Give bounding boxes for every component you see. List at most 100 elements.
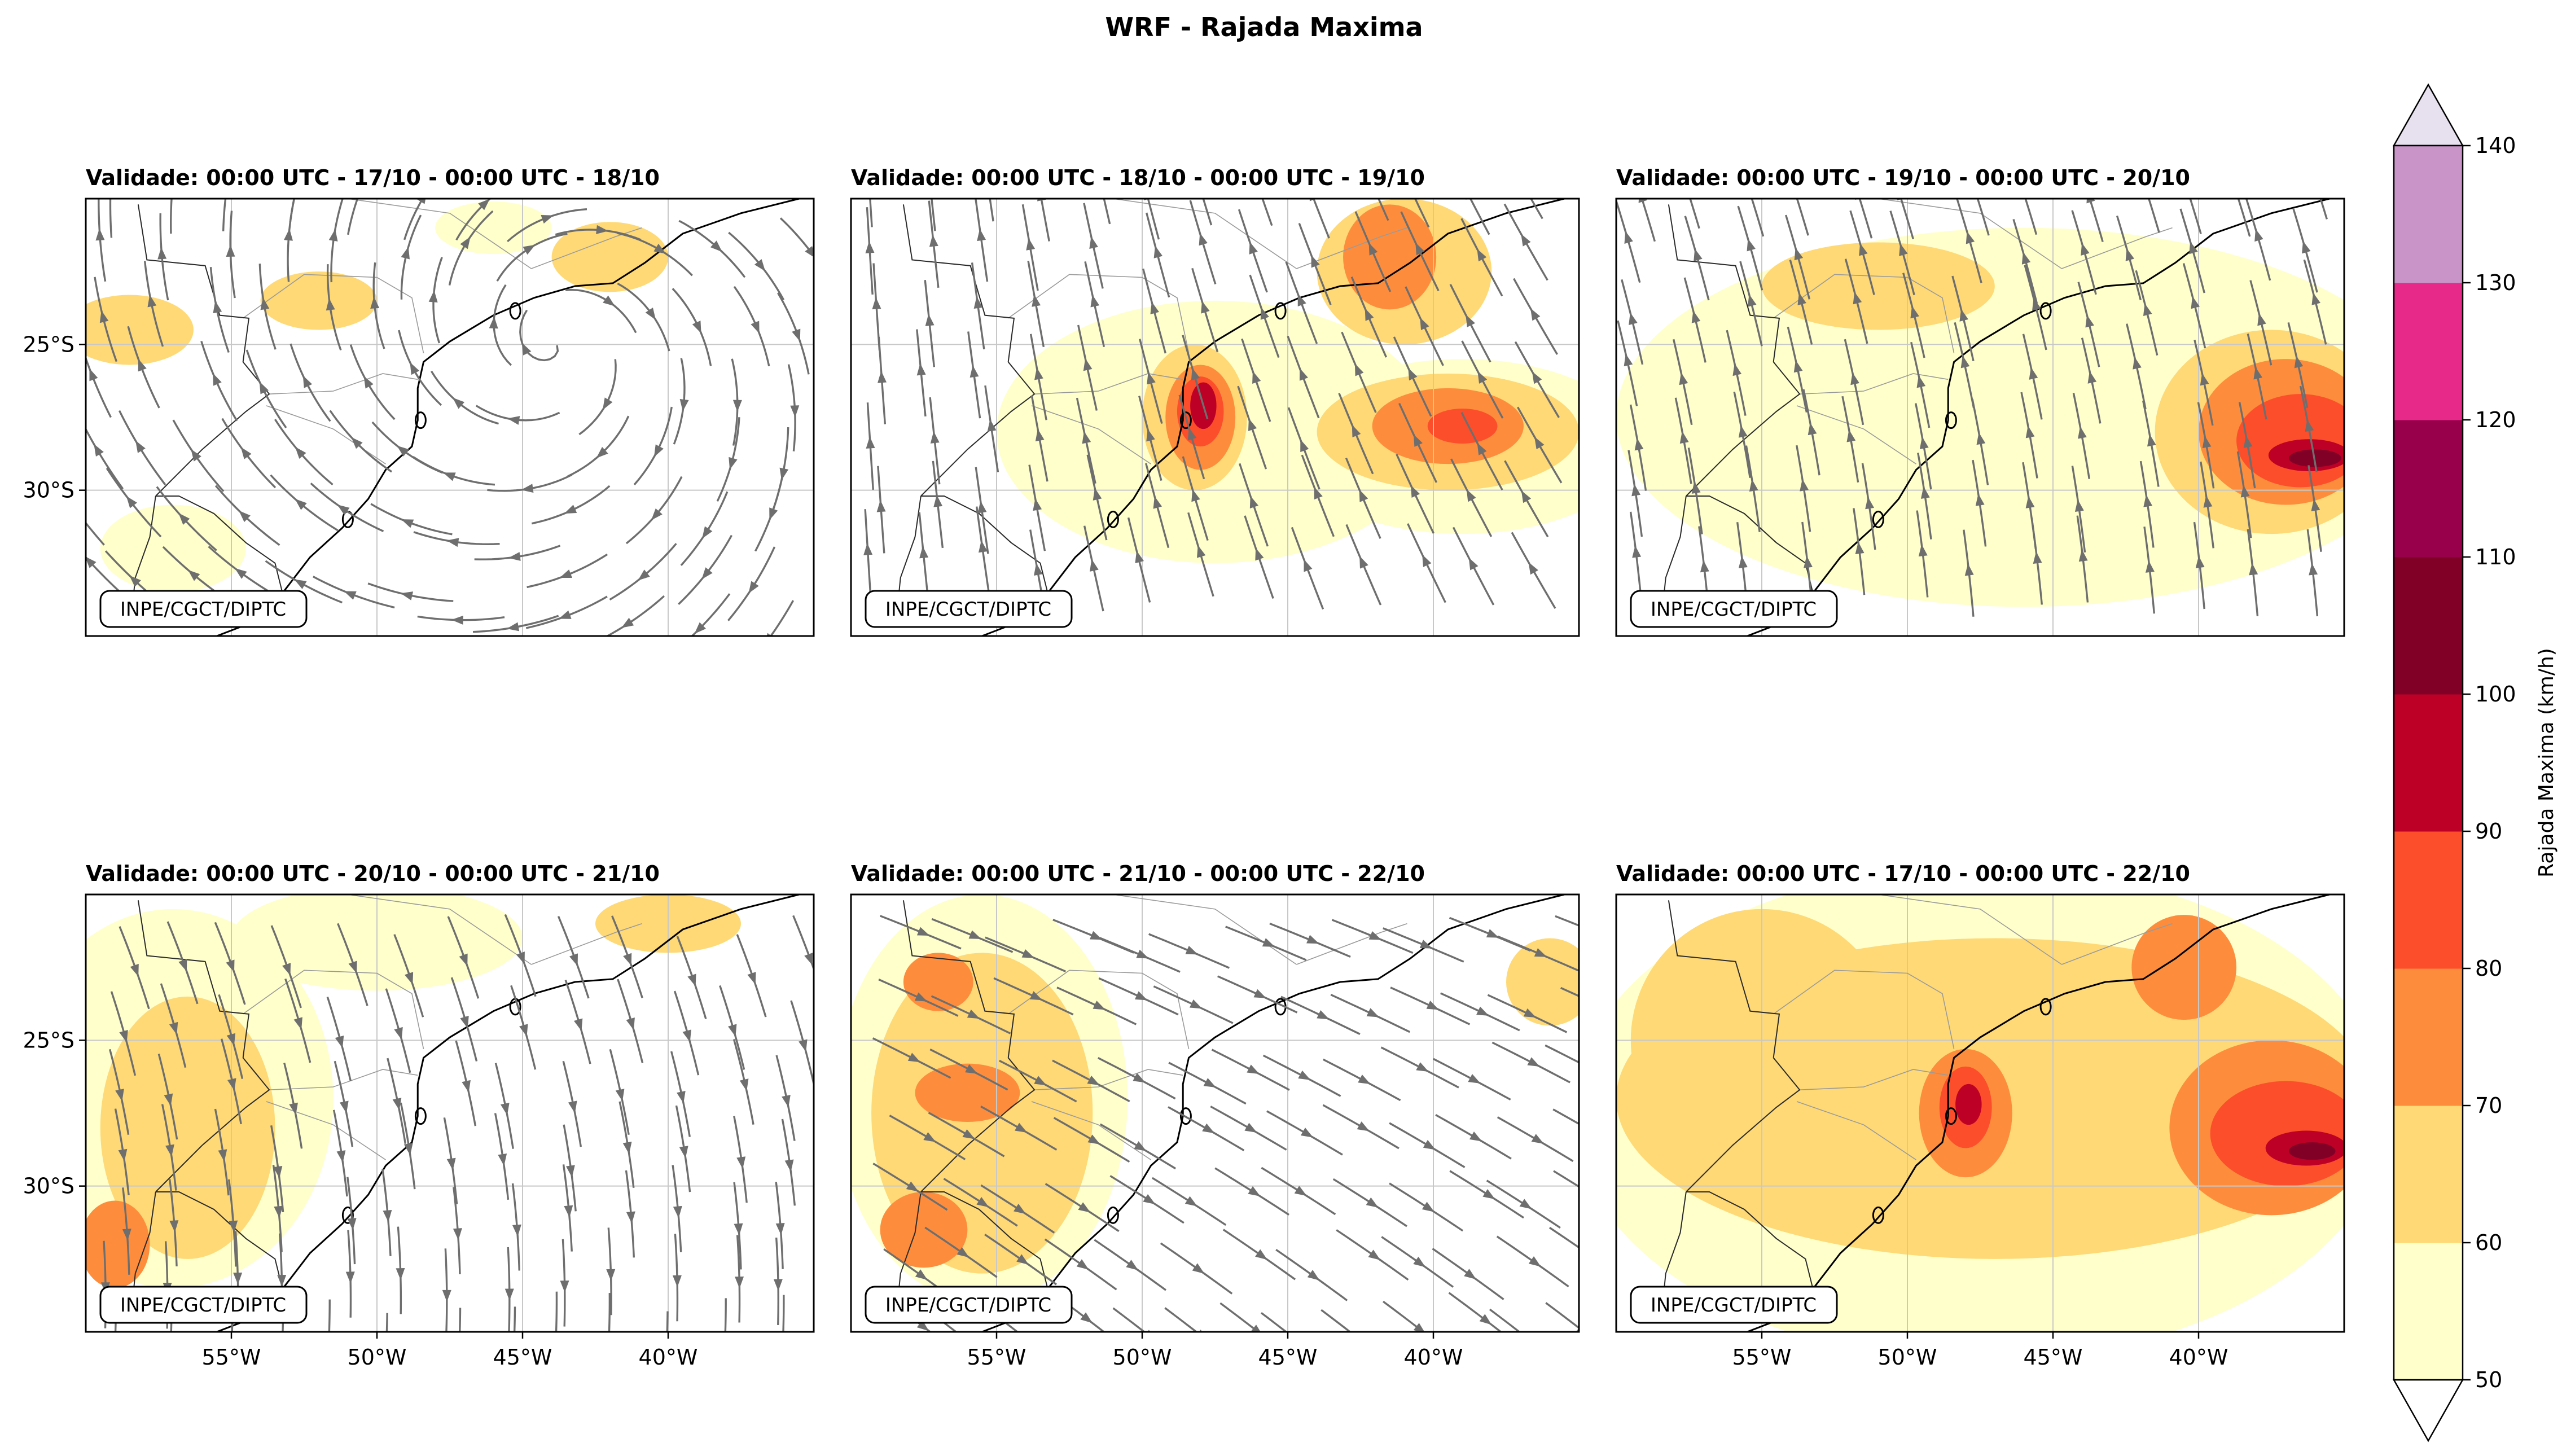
island	[1872, 510, 1884, 528]
streamline-arrow	[1794, 247, 1804, 261]
streamline-arrow	[226, 244, 235, 257]
streamline	[1414, 199, 1430, 228]
map-area	[851, 199, 1579, 636]
panel-title: Validade: 00:00 UTC - 17/10 - 00:00 UTC …	[1616, 861, 2190, 886]
gust-contour	[1506, 938, 1579, 1026]
map-area	[86, 894, 814, 1332]
streamline-arrow	[1479, 1314, 1492, 1325]
streamline-arrow	[129, 575, 141, 587]
streamline-arrow	[782, 1095, 791, 1108]
streamline-arrow	[122, 1229, 131, 1241]
country-border	[902, 900, 1015, 1058]
streamline-arrow	[295, 446, 306, 459]
streamline-arrow	[1034, 367, 1043, 380]
panels-group: Validade: 00:00 UTC - 17/10 - 00:00 UTC …	[23, 165, 2345, 1370]
streamline-arrow	[191, 449, 201, 462]
watermark-badge: INPE/CGCT/DIPTC	[99, 1286, 308, 1324]
watermark-text: INPE/CGCT/DIPTC	[1651, 598, 1817, 621]
streamline-arrow	[1191, 489, 1200, 502]
streamline-arrow	[1087, 1076, 1100, 1085]
state-border	[1796, 405, 1916, 464]
streamline-arrow	[1855, 542, 1865, 554]
streamline-arrow	[1850, 372, 1859, 385]
gust-contour	[1427, 409, 1498, 444]
streamline-arrow	[626, 1211, 635, 1224]
streamline-arrow	[1035, 429, 1045, 442]
streamline-arrow	[164, 1093, 173, 1106]
streamline-arrow	[1918, 544, 1928, 557]
streamline-arrow	[240, 447, 252, 459]
streamline	[2024, 199, 2038, 235]
island	[1274, 302, 1287, 320]
streamline-arrow	[1679, 372, 1688, 385]
streamline	[109, 199, 113, 238]
streamline-arrow	[694, 622, 707, 634]
state-border	[266, 405, 386, 464]
state-border	[1296, 227, 1407, 269]
streamline-arrow	[284, 229, 293, 241]
colorbar-tick-label: 110	[2475, 545, 2516, 569]
watermark-badge: INPE/CGCT/DIPTC	[99, 590, 308, 628]
island	[1107, 510, 1119, 528]
streamline	[1377, 199, 1389, 221]
watermark-box	[865, 590, 1073, 628]
streamline-arrow	[95, 228, 105, 241]
streamline-arrow	[1189, 999, 1203, 1009]
streamline	[2148, 199, 2160, 233]
watermark-badge: INPE/CGCT/DIPTC	[1630, 1286, 1838, 1324]
streamline-arrow	[289, 1102, 298, 1115]
streamline-arrow	[1691, 310, 1701, 323]
streamline-arrow	[396, 1268, 405, 1280]
streamline-arrow	[169, 1220, 179, 1233]
streamline-arrow	[1964, 563, 1974, 576]
streamline-arrow	[728, 1024, 737, 1037]
state-border	[243, 970, 424, 1049]
state-borders	[243, 199, 642, 464]
streamline-arrow	[1187, 427, 1197, 441]
streamline-arrow	[523, 244, 536, 255]
streamline-arrow	[2033, 551, 2042, 564]
island	[414, 1107, 427, 1125]
streamline-arrow	[126, 496, 137, 508]
map-frame	[85, 198, 815, 637]
streamline-arrow	[2087, 371, 2097, 384]
map-area	[1616, 894, 2344, 1332]
streamline-arrow	[692, 321, 701, 334]
streamline-arrow	[1920, 486, 1930, 499]
streamline	[1553, 1170, 1579, 1188]
streamline-arrow	[235, 568, 247, 579]
streamline-arrow	[779, 467, 789, 480]
streamline-arrow	[213, 300, 222, 314]
streamline-arrow	[1368, 1249, 1381, 1260]
streamline-arrow	[1082, 431, 1091, 444]
streamline	[666, 1311, 669, 1332]
streamline-arrow	[1262, 938, 1275, 947]
streamline-arrow	[1300, 1128, 1314, 1138]
streamline-arrow	[2078, 426, 2087, 439]
state-borders	[1008, 894, 1407, 1160]
map-frame	[1615, 893, 2345, 1333]
streamline-arrow	[2086, 199, 2095, 204]
y-tick-label: 30°S	[23, 1174, 74, 1199]
streamline-arrow	[1415, 242, 1425, 256]
streamline	[1555, 915, 1579, 927]
streamline-arrow	[1034, 563, 1043, 576]
streamline-arrow	[453, 397, 465, 409]
watermark-badge: INPE/CGCT/DIPTC	[1630, 590, 1838, 628]
colorbar-segment	[2394, 146, 2463, 283]
gust-contour	[86, 295, 194, 365]
country-border	[137, 900, 250, 1058]
streamline-arrow	[1468, 558, 1479, 571]
streamline-arrow	[1420, 317, 1429, 331]
streamline-arrow	[1359, 489, 1368, 502]
streamline-arrow	[1368, 243, 1378, 256]
streamline-arrow	[1143, 1194, 1156, 1205]
streamline-arrow	[564, 1205, 573, 1218]
streamline-arrow	[498, 1154, 507, 1166]
streamline-arrow	[775, 1222, 785, 1235]
streamline-arrow	[1307, 1270, 1320, 1280]
streamline	[1548, 1226, 1579, 1249]
streamline-arrow	[1134, 991, 1148, 1001]
streamline	[1751, 199, 1765, 237]
streamline	[1858, 199, 1873, 239]
